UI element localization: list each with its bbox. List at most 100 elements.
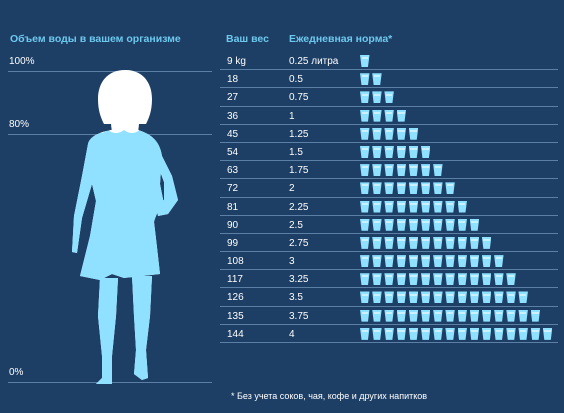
water-glass-icon xyxy=(420,255,431,268)
weight-value: 81 xyxy=(227,201,239,213)
glasses-row xyxy=(360,164,445,177)
glasses-row xyxy=(360,73,384,86)
water-glass-icon xyxy=(408,255,419,268)
water-glass-icon xyxy=(445,309,455,322)
daily-norm-value: 2 xyxy=(289,183,295,195)
glasses-row xyxy=(360,127,421,140)
weight-value: 36 xyxy=(227,110,239,122)
weight-value: 144 xyxy=(227,328,244,340)
water-glass-icon xyxy=(360,327,370,340)
scale-label-0: 0% xyxy=(9,367,24,378)
water-glass-icon xyxy=(433,309,443,322)
table-row: 45 1.25 xyxy=(220,125,558,143)
water-glass-icon xyxy=(384,236,394,249)
water-glass-icon xyxy=(384,218,394,231)
water-glass-icon xyxy=(372,309,382,322)
weight-value: 135 xyxy=(227,310,244,322)
water-glass-icon xyxy=(457,327,467,340)
water-glass-icon xyxy=(506,309,516,322)
daily-norm-value: 2.5 xyxy=(289,219,303,231)
weight-value: 90 xyxy=(227,219,239,231)
water-glass-icon xyxy=(420,273,431,286)
water-glass-icon xyxy=(372,73,382,86)
daily-norm-value: 3.5 xyxy=(289,292,303,304)
water-glass-icon xyxy=(360,255,370,268)
water-glass-icon xyxy=(408,309,419,322)
water-glass-icon xyxy=(384,164,394,177)
daily-norm-value: 0.25 литра xyxy=(289,56,339,67)
scale-label-100: 100% xyxy=(9,56,35,67)
woman-silhouette-icon xyxy=(72,70,178,384)
water-glass-icon xyxy=(408,273,419,286)
glasses-row xyxy=(360,273,518,286)
water-glass-icon xyxy=(481,236,492,249)
water-glass-icon xyxy=(372,273,382,286)
water-glass-icon xyxy=(469,309,480,322)
glasses-row xyxy=(360,182,458,195)
water-glass-icon xyxy=(408,127,419,140)
water-glass-icon xyxy=(420,182,431,195)
water-glass-icon xyxy=(457,200,467,213)
water-glass-icon xyxy=(481,309,492,322)
water-glass-icon xyxy=(445,218,455,231)
water-glass-icon xyxy=(396,327,407,340)
daily-norm-value: 3.25 xyxy=(289,274,309,286)
water-glass-icon xyxy=(420,218,431,231)
water-glass-icon xyxy=(518,327,528,340)
water-glass-icon xyxy=(384,109,394,122)
water-glass-icon xyxy=(494,327,504,340)
water-glass-icon xyxy=(518,309,528,322)
water-glass-icon xyxy=(433,182,443,195)
water-glass-icon xyxy=(372,127,382,140)
water-glass-icon xyxy=(542,327,553,340)
water-glass-icon xyxy=(360,309,370,322)
water-glass-icon xyxy=(372,164,382,177)
water-glass-icon xyxy=(506,327,516,340)
water-glass-icon xyxy=(445,291,455,304)
glasses-row xyxy=(360,309,543,322)
water-glass-icon xyxy=(360,73,370,86)
daily-norm-value: 1 xyxy=(289,110,295,122)
water-glass-icon xyxy=(408,218,419,231)
water-glass-icon xyxy=(433,236,443,249)
table-row: 27 0.75 xyxy=(220,88,558,107)
water-glass-icon xyxy=(433,291,443,304)
table-row: 9 kg 0.25 литра xyxy=(220,52,558,71)
water-glass-icon xyxy=(360,109,370,122)
water-glass-icon xyxy=(372,327,382,340)
table-row: 18 0.5 xyxy=(220,70,558,89)
water-glass-icon xyxy=(384,145,394,158)
water-glass-icon xyxy=(408,200,419,213)
water-glass-icon xyxy=(457,218,467,231)
water-glass-icon xyxy=(518,291,528,304)
water-glass-icon xyxy=(396,309,407,322)
water-glass-icon xyxy=(445,182,455,195)
water-glass-icon xyxy=(372,236,382,249)
table-row: 126 3.5 xyxy=(220,288,558,307)
water-glass-icon xyxy=(494,309,504,322)
water-glass-icon xyxy=(506,273,516,286)
scale-label-80: 80% xyxy=(9,119,30,130)
water-glass-icon xyxy=(420,291,431,304)
water-glass-icon xyxy=(420,309,431,322)
water-glass-icon xyxy=(360,273,370,286)
table-row: 117 3.25 xyxy=(220,270,558,289)
weight-value: 27 xyxy=(227,92,239,104)
table-row: 99 2.75 xyxy=(220,234,558,253)
water-glass-icon xyxy=(433,200,443,213)
water-glass-icon xyxy=(469,236,480,249)
water-glass-icon xyxy=(494,273,504,286)
water-glass-icon xyxy=(384,273,394,286)
table-row: 63 1.75 xyxy=(220,161,558,180)
water-glass-icon xyxy=(384,309,394,322)
body-water-title: Объем воды в вашем организме xyxy=(10,33,181,45)
water-glass-icon xyxy=(396,255,407,268)
weight-value: 126 xyxy=(227,292,244,304)
water-glass-icon xyxy=(384,182,394,195)
water-glass-icon xyxy=(360,164,370,177)
daily-norm-value: 1.5 xyxy=(289,146,303,158)
water-glass-icon xyxy=(481,255,492,268)
water-glass-icon xyxy=(481,327,492,340)
water-glass-icon xyxy=(445,327,455,340)
water-glass-icon xyxy=(408,327,419,340)
